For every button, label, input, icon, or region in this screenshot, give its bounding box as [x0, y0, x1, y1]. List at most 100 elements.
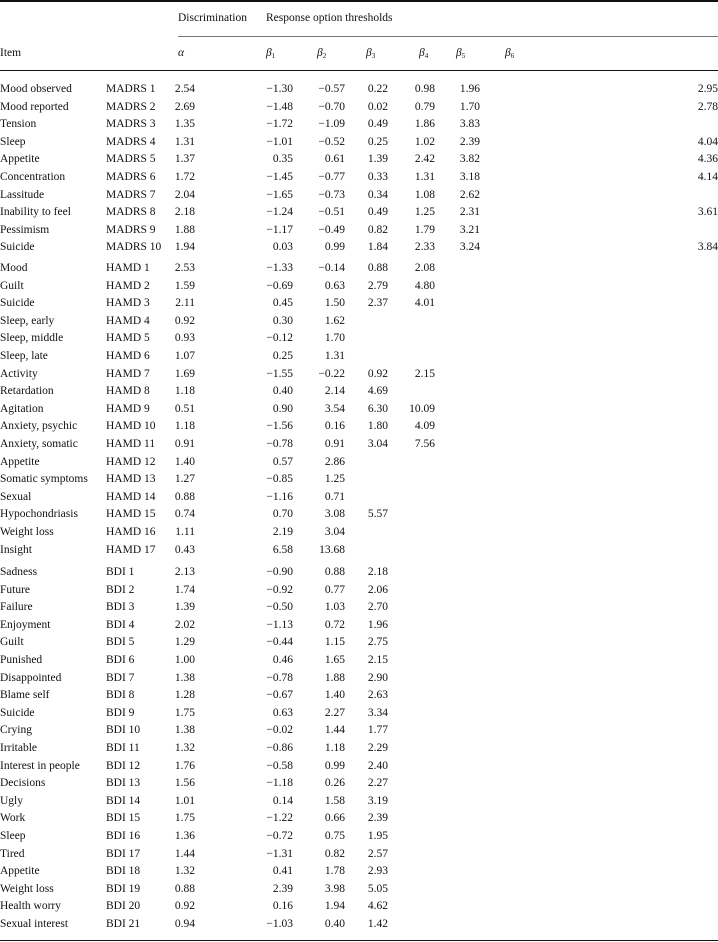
beta-5-value: 1.96 — [459, 83, 480, 95]
item-code: HAMD 5 — [106, 332, 150, 345]
beta-1-value: 2.39 — [272, 882, 293, 895]
item-code: BDI 11 — [106, 742, 140, 754]
item-code: BDI 10 — [106, 724, 141, 737]
item-name: Suicide — [0, 241, 35, 254]
beta-2-value: −0.77 — [318, 171, 345, 183]
item-name: Tired — [0, 847, 25, 860]
alpha-value: 1.44 — [174, 847, 195, 860]
beta-4-value: 0.79 — [414, 100, 435, 113]
alpha-value: 1.39 — [174, 601, 195, 614]
alpha-value: 1.28 — [174, 689, 195, 702]
beta-3-value: 2.39 — [367, 812, 388, 825]
alpha-value: 0.92 — [174, 314, 195, 327]
beta-1-value: 0.03 — [272, 241, 293, 254]
item-code: BDI 4 — [106, 618, 135, 631]
beta-3-value: 1.84 — [367, 241, 388, 254]
beta-1-value: 2.19 — [272, 526, 293, 538]
alpha-header: α — [178, 46, 184, 60]
beta-2-value: −0.51 — [318, 206, 345, 219]
beta-3-value: 0.49 — [367, 206, 388, 219]
beta-5-value: 3.82 — [459, 153, 480, 166]
beta-4-value: 1.02 — [414, 135, 435, 148]
beta-3-value: 2.37 — [367, 297, 388, 310]
item-code: BDI 13 — [106, 777, 141, 790]
item-name: Sleep — [0, 135, 26, 148]
alpha-value: 1.07 — [174, 350, 195, 362]
beta-1-value: 0.16 — [272, 900, 293, 913]
beta-2-value: −0.14 — [318, 262, 345, 274]
item-code: BDI 12 — [106, 759, 141, 772]
item-code: BDI 1 — [106, 566, 135, 578]
beta-2-header: β2 — [317, 46, 326, 63]
beta-2-value: 0.40 — [324, 918, 345, 930]
thresholds-header: Response option thresholds — [266, 12, 393, 24]
item-code: HAMD 2 — [106, 279, 150, 292]
beta-1-value: 0.41 — [272, 865, 293, 878]
beta-1-value: −1.24 — [266, 206, 293, 219]
beta-4-value: 7.56 — [414, 438, 435, 450]
item-code: MADRS 1 — [106, 83, 156, 95]
beta-1-value: −0.86 — [266, 742, 293, 754]
item-name: Mood reported — [0, 100, 69, 113]
beta-2-value: 3.54 — [324, 402, 345, 415]
alpha-value: 1.32 — [174, 865, 195, 878]
bottom-rule — [0, 940, 718, 941]
beta-1-value: −1.16 — [266, 490, 293, 503]
beta-4-value: 4.01 — [414, 297, 435, 310]
beta-symbol: β — [456, 47, 462, 59]
beta-3-value: 5.57 — [367, 508, 388, 521]
beta-1-value: −1.18 — [266, 777, 293, 790]
item-header: Item — [0, 47, 22, 59]
beta-2-value: 0.26 — [324, 777, 345, 790]
alpha-value: 2.13 — [174, 566, 195, 578]
item-code: HAMD 12 — [106, 455, 156, 468]
alpha-value: 1.29 — [174, 636, 195, 649]
alpha-value: 1.94 — [174, 241, 195, 254]
beta-1-value: −1.48 — [266, 100, 293, 113]
item-code: MADRS 8 — [106, 206, 156, 219]
beta-3-value: 6.30 — [367, 402, 388, 415]
beta-2-value: 1.78 — [324, 865, 345, 878]
item-name: Suicide — [0, 297, 35, 310]
beta-2-value: 0.91 — [324, 438, 345, 450]
alpha-value: 1.01 — [174, 794, 195, 807]
beta-2-value: 0.16 — [324, 420, 345, 433]
beta-4-value: 1.08 — [414, 188, 435, 201]
alpha-value: 1.32 — [174, 742, 195, 754]
item-name: Blame self — [0, 689, 50, 702]
beta-4-value: 0.98 — [414, 83, 435, 95]
alpha-value: 2.11 — [175, 297, 195, 310]
item-name: Sleep, late — [0, 350, 48, 362]
alpha-value: 0.93 — [174, 332, 195, 345]
item-name: Sleep, middle — [0, 332, 64, 345]
beta-subscript: 1 — [271, 52, 276, 60]
item-name: Insight — [0, 543, 32, 556]
beta-1-value: −1.45 — [266, 171, 293, 183]
beta-1-value: −1.65 — [266, 188, 293, 201]
beta-1-value: −1.56 — [266, 420, 293, 433]
beta-4-value: 2.15 — [414, 367, 435, 380]
beta-3-value: 0.33 — [367, 171, 388, 183]
beta-4-value: 2.33 — [414, 241, 435, 254]
item-name: Appetite — [0, 455, 40, 468]
beta-5-value: 2.31 — [459, 206, 480, 219]
beta-1-value: −0.78 — [266, 671, 293, 684]
beta-2-value: 1.25 — [324, 473, 345, 486]
item-name: Inability to feel — [0, 206, 71, 219]
item-code: MADRS 2 — [106, 100, 156, 113]
item-name: Crying — [0, 724, 32, 737]
item-name: Work — [0, 812, 26, 825]
beta-1-value: 0.45 — [272, 297, 293, 310]
item-code: BDI 5 — [106, 636, 135, 649]
alpha-value: 1.74 — [174, 583, 195, 596]
beta-3-value: 1.95 — [367, 830, 388, 842]
beta-2-value: −0.73 — [318, 188, 345, 201]
alpha-value: 1.88 — [174, 223, 195, 236]
item-code: BDI 3 — [106, 601, 135, 614]
alpha-value: 1.38 — [174, 724, 195, 737]
beta-3-value: 1.80 — [367, 420, 388, 433]
beta-2-value: 0.88 — [324, 566, 345, 578]
alpha-value: 0.91 — [174, 438, 195, 450]
beta-2-value: 1.65 — [324, 654, 345, 666]
item-code: BDI 21 — [106, 918, 141, 930]
